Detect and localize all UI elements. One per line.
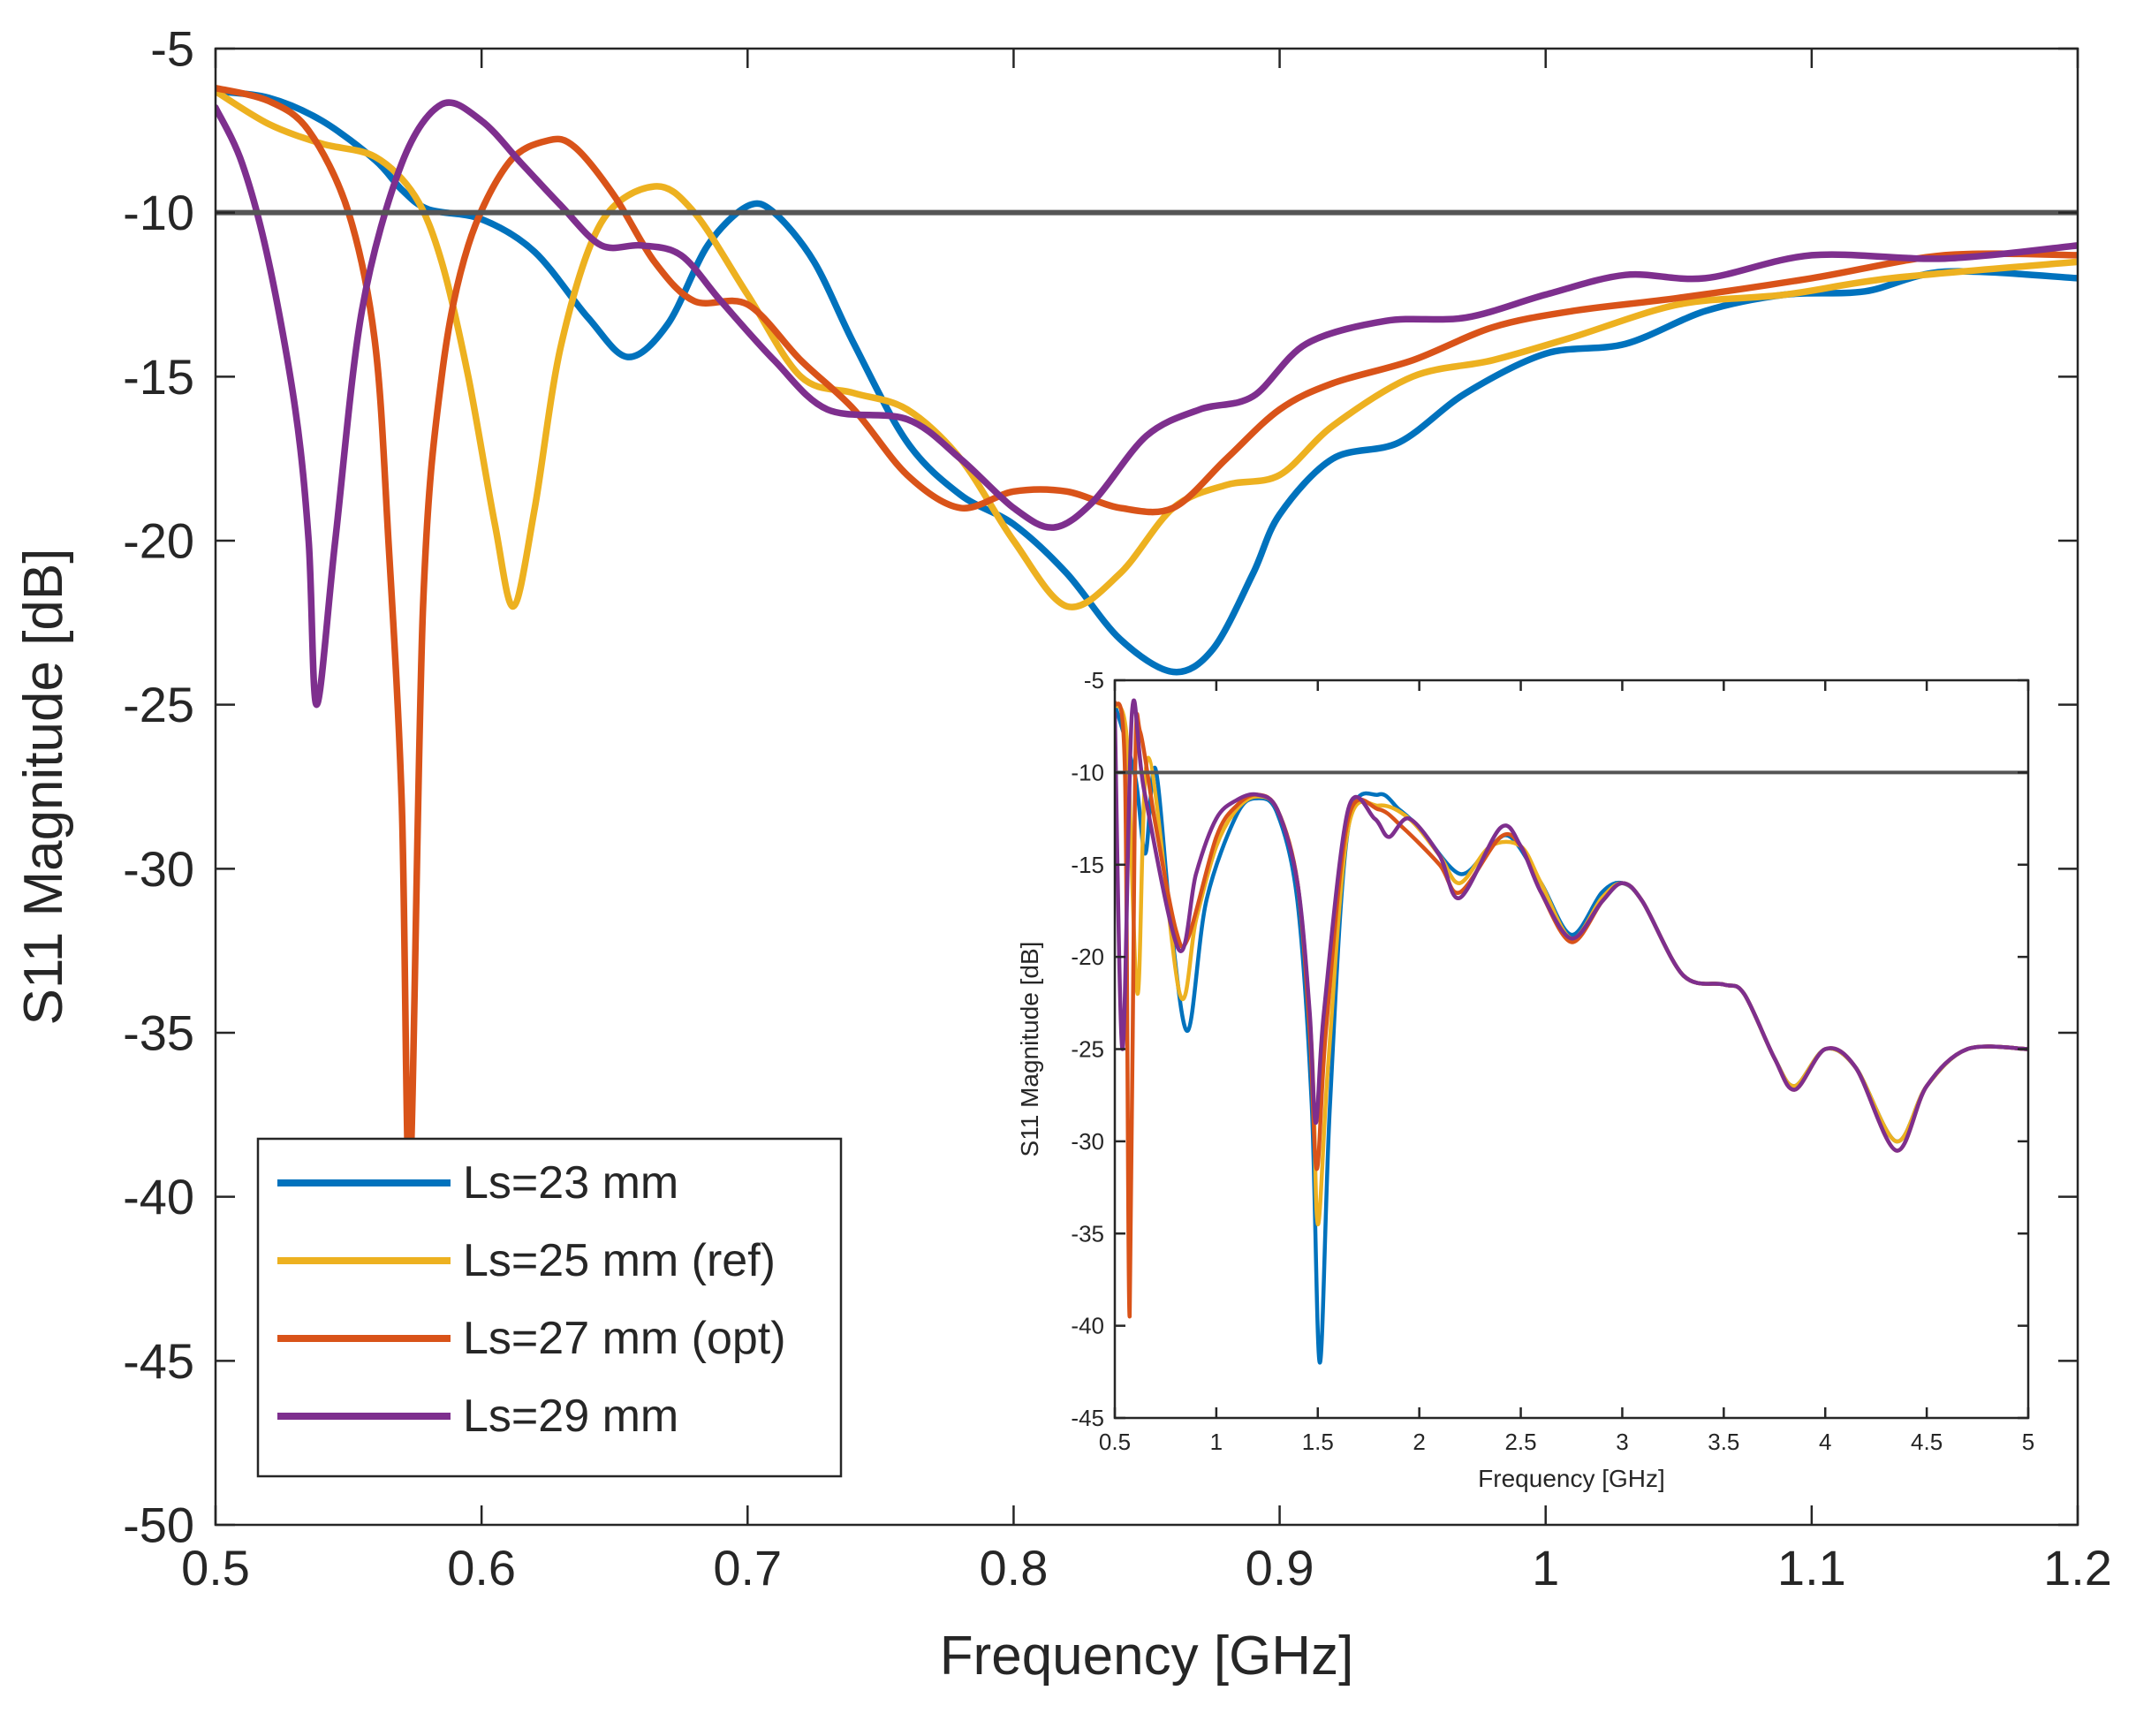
legend: Ls=23 mm Ls=25 mm (ref) Ls=27 mm (opt) Ls=2…: [256, 1137, 843, 1478]
main-x-tick-label: 0.5: [181, 1540, 250, 1596]
inset-y-tick-label: -20: [1071, 944, 1104, 970]
inset-y-tick-label: -30: [1071, 1128, 1104, 1155]
inset-x-tick-label: 4.5: [1911, 1429, 1943, 1455]
main-x-tick-label: 0.7: [713, 1540, 782, 1596]
main-x-tick-label: 1.2: [2043, 1540, 2112, 1596]
inset-x-axis-label: Frequency [GHz]: [1478, 1465, 1665, 1492]
main-y-tick-label: -35: [123, 1005, 194, 1061]
inset-x-tick-label: 4: [1819, 1429, 1831, 1455]
main-y-tick-label: -20: [123, 513, 194, 569]
main-x-tick-label: 1: [1532, 1540, 1559, 1596]
main-y-tick-label: -15: [123, 349, 194, 405]
main-y-tick-label: -45: [123, 1333, 194, 1389]
legend-entry-label: Ls=29 mm: [463, 1391, 678, 1442]
main-series-line-3: [216, 99, 2078, 709]
main-x-tick-label: 1.1: [1777, 1540, 1846, 1596]
inset-x-tick-label: 5: [2022, 1429, 2034, 1455]
main-axes-box: [214, 47, 2079, 1527]
inset-y-tick-label: -35: [1071, 1220, 1104, 1247]
main-series-line-2: [216, 84, 2078, 1186]
main-x-tick-label: 0.8: [979, 1540, 1048, 1596]
main-series-line-1: [216, 87, 2078, 610]
main-x-axis-label: Frequency [GHz]: [940, 1626, 1354, 1687]
inset-x-tick-label: 2.5: [1504, 1429, 1536, 1455]
main-y-tick-label: -25: [123, 677, 194, 732]
inset-y-tick-label: -5: [1084, 667, 1104, 694]
inset-series-line-3: [1115, 698, 2028, 1153]
legend-entry-label: Ls=27 mm (opt): [463, 1313, 786, 1364]
main-y-tick-label: -50: [123, 1497, 194, 1553]
inset-series-group: [1115, 698, 2028, 1365]
main-x-tick-label: 0.6: [447, 1540, 516, 1596]
main-series-group: [216, 84, 2078, 1186]
inset-x-tick-label: 2: [1413, 1429, 1425, 1455]
main-y-tick-label: -10: [123, 185, 194, 240]
inset-y-tick-label: -40: [1071, 1313, 1104, 1339]
inset-chart: 0.5 1 1.5 2 2.5 3 3.5 4 4.5 5 -45 -40 -35 -30 -25 -20 -1…: [1016, 667, 2034, 1492]
main-y-tick-label: -5: [150, 21, 194, 77]
legend-entry-label: Ls=25 mm (ref): [463, 1235, 776, 1286]
inset-plot-area: [1115, 680, 2028, 1418]
inset-y-tick-label: -10: [1071, 759, 1104, 785]
main-y-axis-label: S11 Magnitude [dB]: [13, 549, 74, 1026]
legend-box: [256, 1137, 843, 1478]
main-x-tick-label: 0.9: [1246, 1540, 1314, 1596]
main-y-tick-label: -30: [123, 841, 194, 897]
inset-y-tick-label: -25: [1071, 1036, 1104, 1063]
inset-y-axis-label: S11 Magnitude [dB]: [1016, 942, 1043, 1157]
legend-entry-label: Ls=23 mm: [463, 1157, 678, 1209]
inset-x-tick-label: 1: [1210, 1429, 1223, 1455]
inset-x-tick-label: 1.5: [1302, 1429, 1334, 1455]
inset-y-tick-label: -45: [1071, 1405, 1104, 1431]
inset-x-tick-label: 3.5: [1708, 1429, 1739, 1455]
inset-y-tick-label: -15: [1071, 852, 1104, 878]
main-y-tick-label: -40: [123, 1169, 194, 1224]
inset-x-tick-label: 0.5: [1099, 1429, 1131, 1455]
inset-x-tick-label: 3: [1616, 1429, 1628, 1455]
